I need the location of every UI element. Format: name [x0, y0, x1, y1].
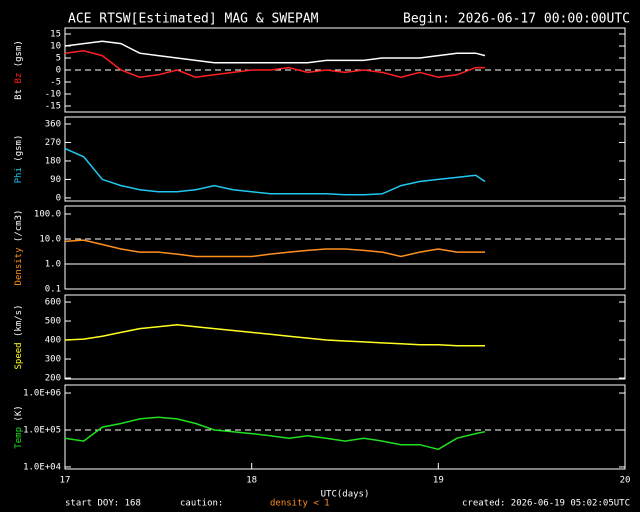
- y-axis-label: Phi (gsm): [14, 135, 24, 184]
- series-line: [64, 324, 485, 347]
- y-tick-label: 1.0E+04: [23, 462, 61, 472]
- y-tick-label: 10: [50, 42, 61, 52]
- y-tick-label: -15: [45, 102, 61, 112]
- y-axis-label: Speed (km/s): [14, 304, 24, 369]
- y-axis-label-part: Bt: [14, 89, 24, 100]
- y-tick-label: 1.0E+05: [23, 425, 61, 435]
- y-tick-label: 360: [45, 119, 61, 129]
- y-tick-label: 1.0E+06: [23, 389, 61, 399]
- panel-frame: [64, 294, 626, 380]
- x-tick-label: 20: [620, 476, 631, 486]
- y-tick-label: 500: [45, 317, 61, 327]
- y-tick-label: 400: [45, 336, 61, 346]
- y-axis-label-part: (/cm3): [14, 210, 24, 243]
- y-axis-label: Temp (K): [14, 405, 24, 448]
- caution: caution:: [180, 499, 223, 509]
- x-tick-label: 19: [433, 476, 444, 486]
- y-tick-label: 0.1: [45, 285, 61, 295]
- y-tick-label: 0: [56, 193, 61, 203]
- y-axis-label-part: (gsm): [14, 135, 24, 162]
- y-axis-label: Density (/cm3): [14, 210, 24, 286]
- begin: Begin: 2026-06-17 00:00:00UTC: [403, 12, 630, 27]
- y-tick-label: 200: [45, 374, 61, 384]
- y-tick-label: 15: [50, 30, 61, 40]
- x-axis-label: UTC(days): [321, 490, 370, 500]
- y-axis-label-part: Phi: [14, 167, 24, 183]
- y-tick-label: 100.0: [34, 210, 61, 220]
- y-tick-label: 10.0: [39, 235, 61, 245]
- series-line: [64, 416, 486, 451]
- y-axis-label: Bt Bz (gsm): [14, 40, 24, 100]
- y-tick-label: -5: [50, 78, 61, 88]
- y-axis-label-part: Density: [14, 247, 24, 286]
- series-line: [64, 50, 485, 78]
- series-line: [64, 40, 486, 64]
- panel-frame: [64, 116, 626, 202]
- y-tick-label: 5: [56, 54, 61, 64]
- series-line: [64, 239, 485, 258]
- panel-frame: [64, 384, 626, 470]
- y-axis-label-part: (gsm): [14, 40, 24, 67]
- y-tick-label: 90: [50, 175, 61, 185]
- y-tick-label: 300: [45, 355, 61, 365]
- y-tick-label: 1.0: [45, 260, 61, 270]
- y-tick-label: -10: [45, 90, 61, 100]
- y-axis-label-part: Speed: [14, 342, 24, 369]
- panel-frame: [64, 205, 626, 290]
- y-tick-label: 600: [45, 298, 61, 308]
- y-tick-label: 270: [45, 138, 61, 148]
- y-axis-label-part: Bz: [14, 73, 24, 84]
- y-axis-label-part: (km/s): [14, 304, 24, 337]
- y-axis-label-part: (K): [14, 405, 24, 421]
- x-tick-label: 18: [246, 476, 257, 486]
- x-tick-label: 17: [60, 476, 71, 486]
- density-note: density < 1: [270, 499, 330, 509]
- created: created: 2026-06-19 05:02:05UTC: [462, 499, 630, 509]
- start-doy: start DOY: 168: [65, 499, 141, 509]
- y-tick-label: 180: [45, 156, 61, 166]
- y-axis-label-part: Temp: [14, 427, 24, 449]
- title: ACE RTSW[Estimated] MAG & SWEPAM: [68, 12, 319, 27]
- y-tick-label: 0: [56, 66, 61, 76]
- series-line: [64, 147, 486, 196]
